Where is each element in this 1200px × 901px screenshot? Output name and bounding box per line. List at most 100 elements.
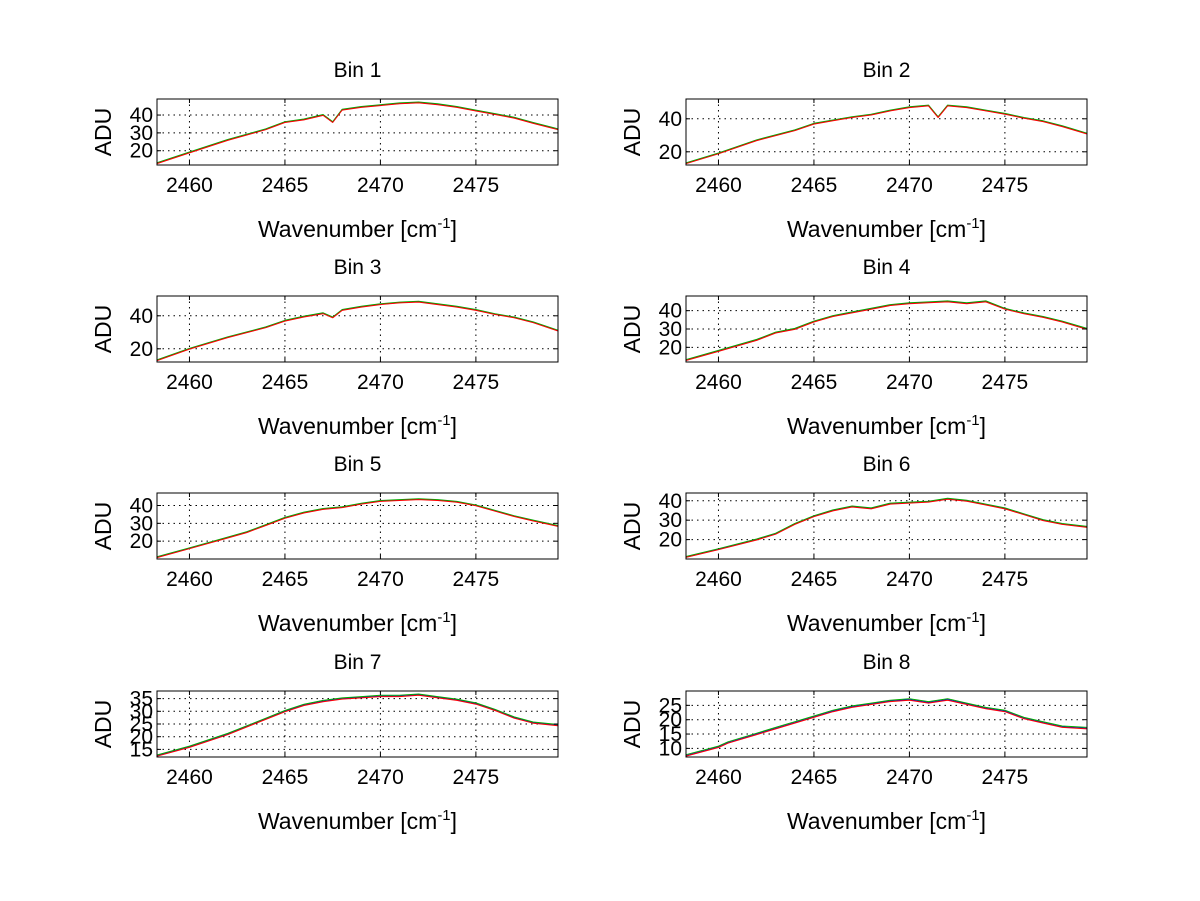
y-tick-label: 40 — [130, 305, 153, 328]
x-tick-label: 2460 — [695, 568, 742, 591]
x-axis-label-text: Wavenumber [cm — [787, 216, 966, 242]
y-tick-label: 15 — [130, 738, 153, 761]
x-tick-label: 2470 — [886, 766, 933, 789]
y-tick-label: 20 — [130, 338, 153, 361]
series-line-s3 — [156, 499, 559, 559]
x-tick-label: 2475 — [453, 568, 500, 591]
x-axis-label-close: ] — [451, 216, 457, 242]
x-axis-label-close: ] — [980, 216, 986, 242]
subplot-bin-2: Bin 2 2460 2465 2470 2475 20 40 Wavenumber [cm-… — [619, 59, 1088, 242]
series-line-s1 — [685, 301, 1088, 361]
x-axis-label-exponent: -1 — [966, 215, 979, 232]
y-tick-label: 20 — [659, 709, 682, 732]
subplot-title: Bin 1 — [334, 59, 382, 82]
series-line-s1 — [685, 498, 1088, 558]
y-axis-label: ADU — [619, 700, 645, 749]
series-line-s2 — [685, 300, 1088, 361]
x-tick-label: 2460 — [166, 174, 213, 197]
y-tick-label: 20 — [659, 141, 682, 164]
x-tick-label: 2465 — [791, 766, 838, 789]
y-axis-label: ADU — [90, 502, 116, 551]
series-line-s3 — [156, 694, 559, 757]
subplot-title: Bin 5 — [334, 453, 382, 476]
x-axis-label-text: Wavenumber [cm — [258, 216, 437, 242]
series-line-s3 — [156, 301, 559, 362]
y-tick-label: 40 — [130, 494, 153, 517]
x-tick-label: 2465 — [791, 568, 838, 591]
axes-box — [156, 295, 559, 363]
y-tick-label: 20 — [130, 530, 153, 553]
x-tick-label: 2460 — [166, 766, 213, 789]
x-tick-label: 2460 — [166, 568, 213, 591]
y-tick-label: 40 — [130, 104, 153, 127]
x-axis-label: Wavenumber [cm-1] — [258, 412, 457, 439]
y-tick-label: 25 — [659, 694, 682, 717]
axes-box — [156, 492, 559, 560]
y-tick-label: 20 — [659, 529, 682, 552]
x-axis-label-text: Wavenumber [cm — [258, 413, 437, 439]
y-tick-label: 30 — [130, 512, 153, 535]
series-line-s2 — [685, 698, 1088, 756]
x-tick-label: 2470 — [357, 371, 404, 394]
series-line-s1 — [685, 105, 1088, 164]
axes-box — [156, 98, 559, 166]
series-line-s2 — [156, 101, 559, 164]
x-tick-label: 2460 — [695, 766, 742, 789]
x-tick-label: 2475 — [453, 371, 500, 394]
y-tick-label: 20 — [130, 140, 153, 163]
subplot-title: Bin 4 — [863, 256, 911, 279]
x-axis-label: Wavenumber [cm-1] — [787, 412, 986, 439]
subplot-title: Bin 8 — [863, 651, 911, 674]
axes-box — [685, 98, 1088, 166]
x-tick-label: 2470 — [357, 766, 404, 789]
y-axis-label: ADU — [90, 305, 116, 354]
subplot-bin-3: Bin 3 2460 2465 2470 2475 20 40 Wavenumber [cm-… — [90, 256, 559, 439]
x-axis-label: Wavenumber [cm-1] — [258, 215, 457, 242]
series-line-s3 — [685, 105, 1088, 165]
x-tick-label: 2475 — [453, 174, 500, 197]
x-axis-label-text: Wavenumber [cm — [258, 610, 437, 636]
x-axis-label-exponent: -1 — [437, 807, 450, 824]
x-tick-label: 2465 — [262, 371, 309, 394]
x-tick-label: 2465 — [262, 766, 309, 789]
x-axis-label-exponent: -1 — [437, 215, 450, 232]
y-tick-label: 40 — [659, 300, 682, 323]
x-axis-label: Wavenumber [cm-1] — [787, 215, 986, 242]
x-tick-label: 2475 — [982, 174, 1029, 197]
series-line-s3 — [685, 699, 1088, 757]
series-line-s3 — [685, 301, 1088, 361]
x-tick-label: 2465 — [262, 174, 309, 197]
series-line-s2 — [685, 104, 1088, 164]
series-line-s2 — [685, 497, 1088, 557]
x-axis-label: Wavenumber [cm-1] — [787, 609, 986, 636]
x-axis-label-exponent: -1 — [966, 807, 979, 824]
y-axis-label: ADU — [619, 305, 645, 354]
y-tick-label: 30 — [659, 318, 682, 341]
x-tick-label: 2475 — [982, 766, 1029, 789]
series-line-s1 — [685, 699, 1088, 757]
x-tick-label: 2465 — [791, 371, 838, 394]
y-tick-label: 30 — [130, 700, 153, 723]
x-axis-label-close: ] — [980, 808, 986, 834]
series-line-s3 — [685, 498, 1088, 558]
subplot-title: Bin 3 — [334, 256, 382, 279]
y-tick-label: 10 — [659, 737, 682, 760]
x-tick-label: 2465 — [791, 174, 838, 197]
y-axis-label: ADU — [90, 108, 116, 157]
x-tick-label: 2460 — [166, 371, 213, 394]
x-axis-label-text: Wavenumber [cm — [258, 808, 437, 834]
series-line-s1 — [156, 694, 559, 757]
series-line-s2 — [156, 693, 559, 756]
series-line-s2 — [156, 300, 559, 361]
subplot-title: Bin 6 — [863, 453, 911, 476]
x-axis-label-close: ] — [451, 808, 457, 834]
x-tick-label: 2470 — [357, 174, 404, 197]
subplot-title: Bin 7 — [334, 651, 382, 674]
x-axis-label-text: Wavenumber [cm — [787, 808, 966, 834]
y-tick-label: 20 — [130, 726, 153, 749]
x-axis-label-close: ] — [451, 413, 457, 439]
